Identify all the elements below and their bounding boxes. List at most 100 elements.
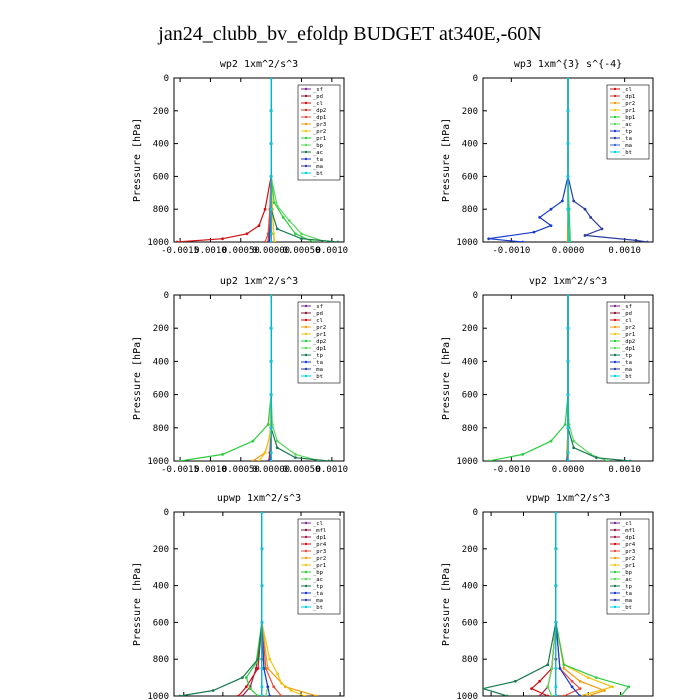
legend-marker	[613, 129, 617, 133]
plot-frame	[173, 77, 345, 243]
series-point	[254, 667, 258, 670]
panels: wp2 1xm^2/s^302004006008001000-0.00150.0…	[132, 59, 654, 700]
series-point	[550, 667, 554, 670]
legend-marker	[613, 339, 617, 343]
legend-marker	[613, 549, 617, 553]
series-point	[269, 326, 273, 330]
y-tick-label: 0	[473, 291, 478, 301]
legend-marker	[613, 556, 617, 560]
series-line	[179, 512, 263, 696]
legend-label: _dp2	[622, 339, 635, 345]
series-point	[538, 694, 542, 696]
series-point	[260, 685, 264, 689]
series-point	[521, 452, 525, 456]
series-point	[566, 459, 570, 461]
panel-title: wp3 1xm^{3} s^{-4}	[514, 59, 622, 70]
series-point	[530, 687, 533, 691]
series-point	[264, 694, 268, 696]
y-tick-label: 800	[462, 655, 478, 665]
series-point	[560, 199, 564, 203]
legend-marker	[613, 584, 617, 588]
legend-label: _bt	[313, 605, 323, 611]
legend-marker	[304, 304, 308, 308]
y-tick-label: 0	[473, 74, 478, 84]
series-point	[287, 219, 291, 223]
series-point	[268, 694, 272, 696]
series-point	[483, 687, 485, 691]
legend-box	[297, 84, 341, 181]
legend-label: _pr1	[313, 136, 326, 142]
x-tick-label: 0.0010	[316, 465, 349, 475]
series-point	[611, 685, 614, 689]
series-line	[488, 78, 569, 242]
legend-marker	[613, 374, 617, 378]
series-point	[619, 694, 623, 696]
series-point	[578, 694, 582, 696]
legend-marker	[304, 528, 308, 532]
series-point	[272, 232, 275, 236]
legend-marker	[613, 150, 617, 154]
legend-marker	[613, 563, 617, 567]
legend-marker	[304, 570, 308, 574]
series-point	[272, 201, 276, 205]
series-point	[554, 667, 558, 670]
series-point	[260, 621, 264, 624]
series-point	[487, 459, 491, 461]
y-tick-label: 200	[153, 107, 169, 117]
series-point	[269, 175, 273, 178]
legend-label: _ta	[622, 136, 632, 142]
series-point	[269, 295, 273, 297]
legend-label: _cl	[313, 318, 323, 324]
legend-marker	[304, 605, 308, 609]
legend-label: _ta	[622, 591, 632, 597]
y-tick-label: 600	[153, 391, 169, 401]
series-point	[546, 685, 550, 689]
legend-label: _dp1	[313, 535, 326, 541]
series-point	[606, 459, 610, 461]
series-point	[269, 393, 273, 396]
y-tick-label: 200	[153, 545, 169, 555]
series-point	[586, 694, 590, 696]
series-point	[566, 393, 570, 396]
series-point	[269, 78, 273, 80]
legend-label: _ac	[622, 577, 632, 583]
legend-label: _bt	[313, 374, 323, 380]
series-line	[180, 295, 272, 461]
legend-label: _tp	[313, 584, 323, 590]
legend-marker	[304, 143, 308, 147]
series-point	[269, 360, 273, 363]
legend-marker	[613, 598, 617, 602]
series-point	[554, 547, 558, 551]
panel-title: vp2 1xm^2/s^3	[529, 276, 607, 287]
y-axis-label: Pressure [hPa]	[132, 336, 143, 420]
series-point	[566, 426, 570, 430]
legend-label: _pr2	[622, 101, 635, 107]
series-point	[566, 109, 570, 113]
legend-marker	[304, 332, 308, 336]
series-point	[260, 694, 264, 696]
legend-marker	[304, 563, 308, 567]
y-tick-label: 200	[462, 324, 478, 334]
legend-marker	[304, 598, 308, 602]
series-point	[175, 240, 179, 242]
legend-marker	[613, 535, 617, 539]
series-point	[211, 689, 215, 692]
legend-marker	[304, 353, 308, 357]
series-point	[178, 459, 182, 461]
y-tick-label: 0	[164, 74, 169, 84]
legend-marker	[304, 129, 308, 133]
legend-label: _bp1	[622, 115, 635, 121]
series-line	[567, 295, 608, 461]
series-point	[263, 207, 267, 211]
series-point	[549, 439, 553, 443]
series-point	[269, 232, 273, 236]
legend-label: _ta	[313, 360, 323, 366]
legend-label: _ac	[622, 122, 632, 128]
series-point	[628, 459, 632, 461]
y-tick-label: 600	[462, 618, 478, 628]
legend-marker	[304, 584, 308, 588]
x-tick-label: 0.00050	[222, 465, 260, 475]
series-point	[634, 238, 638, 242]
legend-box	[297, 301, 341, 384]
legend-label: _ma	[313, 367, 323, 373]
